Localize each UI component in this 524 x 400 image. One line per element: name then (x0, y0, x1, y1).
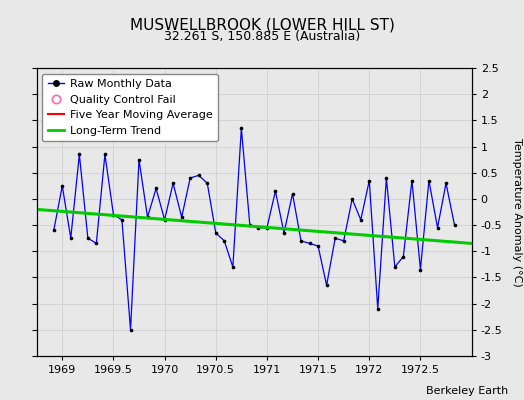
Point (271, 188, 280, 194)
Text: 32.261 S, 150.885 E (Australia): 32.261 S, 150.885 E (Australia) (164, 30, 360, 43)
Point (109, 212, 117, 218)
Point (365, 177, 374, 184)
Point (288, 190, 297, 197)
Point (144, 214, 152, 220)
Point (322, 282, 331, 288)
Point (212, 230, 220, 236)
Text: Berkeley Earth: Berkeley Earth (426, 386, 508, 396)
Point (348, 196, 356, 202)
Point (280, 230, 288, 236)
Point (246, 222, 254, 228)
Point (374, 306, 382, 312)
Point (220, 238, 228, 244)
Point (50, 227, 58, 234)
Point (297, 238, 305, 244)
Point (75, 151, 83, 158)
Point (425, 177, 433, 184)
Text: MUSWELLBROOK (LOWER HILL ST): MUSWELLBROOK (LOWER HILL ST) (129, 18, 395, 33)
Point (305, 240, 314, 247)
Legend: Raw Monthly Data, Quality Control Fail, Five Year Moving Average, Long-Term Tren: Raw Monthly Data, Quality Control Fail, … (42, 74, 219, 141)
Point (399, 253, 408, 260)
Point (408, 177, 416, 184)
Point (450, 222, 458, 228)
Point (382, 175, 390, 181)
Point (135, 156, 143, 163)
Point (263, 224, 271, 231)
Point (126, 327, 135, 333)
Point (118, 217, 126, 223)
Point (92, 240, 101, 247)
Point (203, 180, 212, 186)
Point (152, 185, 160, 192)
Point (442, 180, 450, 186)
Point (254, 224, 263, 231)
Point (160, 217, 169, 223)
Point (331, 235, 340, 241)
Point (101, 151, 109, 158)
Point (433, 224, 442, 231)
Point (169, 180, 177, 186)
Point (391, 264, 399, 270)
Point (314, 243, 322, 249)
Point (58, 183, 67, 189)
Point (194, 172, 203, 178)
Point (178, 214, 186, 220)
Point (67, 235, 75, 241)
Point (356, 217, 365, 223)
Y-axis label: Temperature Anomaly (°C): Temperature Anomaly (°C) (512, 138, 522, 286)
Point (416, 266, 424, 273)
Point (228, 264, 237, 270)
Point (84, 235, 92, 241)
Point (237, 125, 246, 132)
Point (340, 238, 348, 244)
Point (186, 175, 194, 181)
